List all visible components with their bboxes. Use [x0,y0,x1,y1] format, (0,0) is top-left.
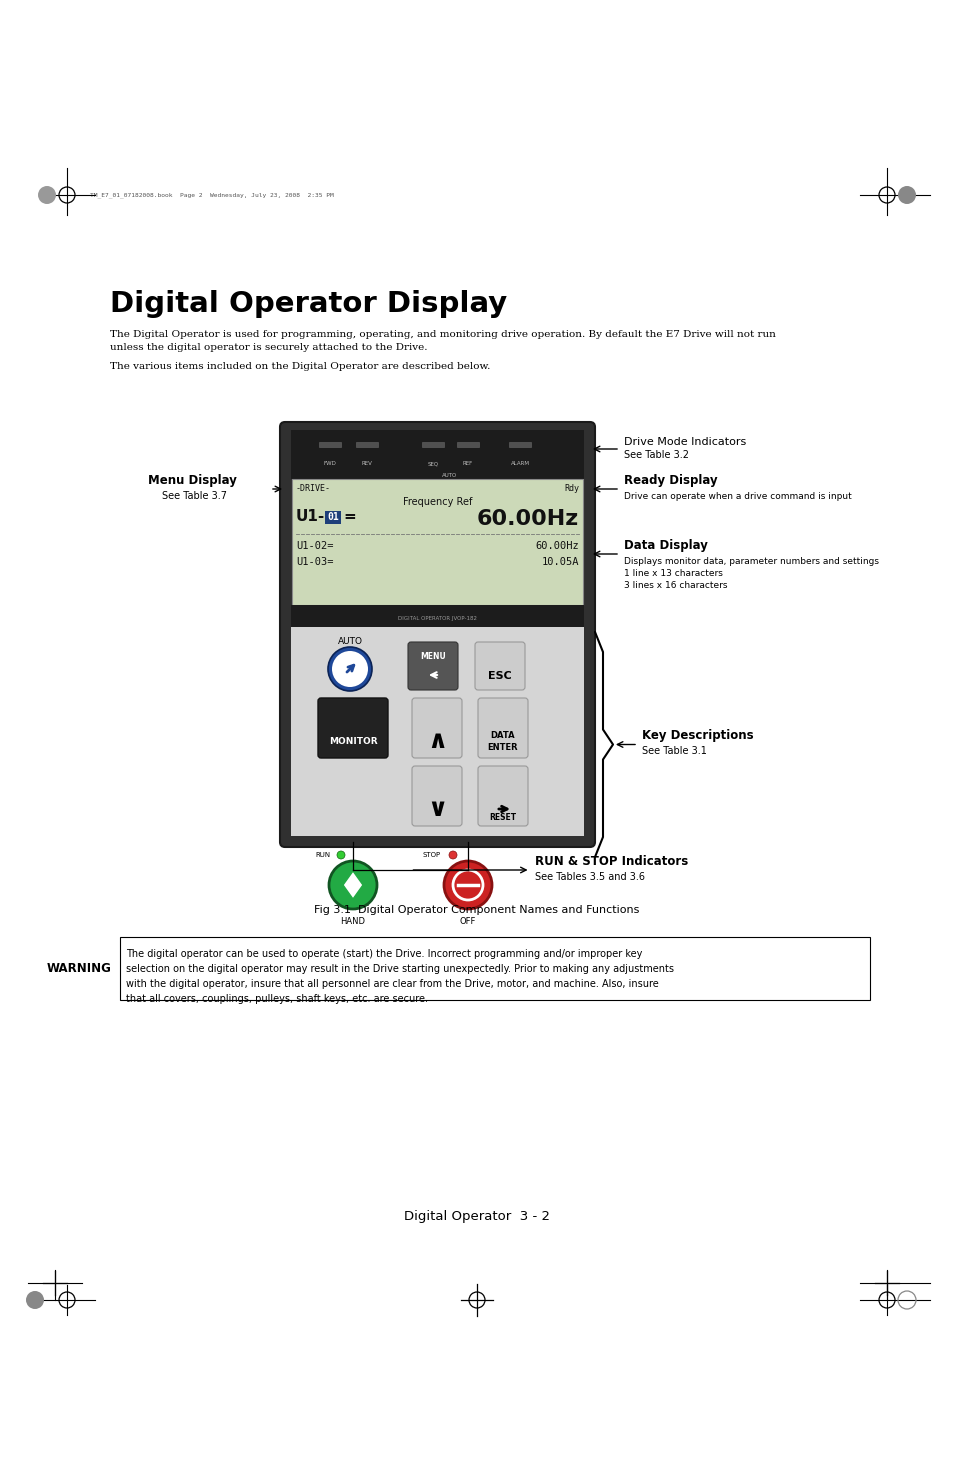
FancyBboxPatch shape [477,766,527,826]
Text: selection on the digital operator may result in the Drive starting unexpectedly.: selection on the digital operator may re… [126,965,673,974]
Bar [291,627,583,836]
Text: Data Display: Data Display [623,538,707,552]
Bar [509,442,531,447]
Circle shape [443,861,492,909]
Text: See Table 3.2: See Table 3.2 [623,450,688,460]
Text: REF: REF [462,462,473,466]
Text: OFF: OFF [459,917,476,926]
Text: Drive Mode Indicators: Drive Mode Indicators [623,437,745,447]
FancyBboxPatch shape [408,642,457,690]
Text: U1-: U1- [295,509,325,524]
Text: Digital Operator  3 - 2: Digital Operator 3 - 2 [403,1210,550,1223]
Text: unless the digital operator is securely attached to the Drive.: unless the digital operator is securely … [110,344,427,353]
Text: STOP: STOP [422,853,440,858]
Text: with the digital operator, insure that all personnel are clear from the Drive, m: with the digital operator, insure that a… [126,979,659,990]
Bar [120,937,869,1000]
FancyBboxPatch shape [475,642,524,690]
Text: U1-03=: U1-03= [295,558,334,566]
Text: DIGITAL OPERATOR JVOP-182: DIGITAL OPERATOR JVOP-182 [397,617,476,621]
Text: MONITOR: MONITOR [329,736,377,745]
Text: See Table 3.7: See Table 3.7 [162,491,227,502]
Text: FWD: FWD [323,462,336,466]
Text: ENTER: ENTER [487,742,517,751]
Text: that all covers, couplings, pulleys, shaft keys, etc. are secure.: that all covers, couplings, pulleys, sha… [126,994,428,1004]
Text: AUTO: AUTO [337,637,362,646]
Text: 01: 01 [327,512,338,522]
Circle shape [449,851,456,858]
FancyBboxPatch shape [317,698,388,758]
Text: RUN & STOP Indicators: RUN & STOP Indicators [535,855,688,867]
Circle shape [328,648,372,690]
Text: 60.00Hz: 60.00Hz [535,541,578,552]
Bar [291,431,583,479]
Text: See Table 3.1: See Table 3.1 [641,746,706,757]
Text: The various items included on the Digital Operator are described below.: The various items included on the Digita… [110,361,490,372]
Circle shape [26,1291,44,1308]
Text: SEQ: SEQ [427,462,438,466]
Text: REV: REV [361,462,372,466]
Circle shape [38,186,56,204]
Text: RESET: RESET [489,813,516,822]
Circle shape [897,186,915,204]
Bar [355,442,377,447]
Text: TM_E7_01_07182008.book  Page 2  Wednesday, July 23, 2008  2:35 PM: TM_E7_01_07182008.book Page 2 Wednesday,… [90,192,334,198]
Text: ALARM: ALARM [510,462,529,466]
FancyBboxPatch shape [280,422,595,847]
Text: The digital operator can be used to operate (start) the Drive. Incorrect program: The digital operator can be used to oper… [126,948,641,959]
Bar [456,442,478,447]
Text: ∧: ∧ [426,729,447,754]
Text: -DRIVE-: -DRIVE- [295,484,331,493]
Text: Key Descriptions: Key Descriptions [641,730,753,742]
Text: Ready Display: Ready Display [623,473,717,487]
Text: ∨: ∨ [426,796,447,822]
Text: See Tables 3.5 and 3.6: See Tables 3.5 and 3.6 [535,872,645,882]
Bar [421,442,443,447]
Circle shape [329,861,376,909]
Text: AUTO: AUTO [442,473,457,478]
FancyBboxPatch shape [412,766,461,826]
Circle shape [332,650,368,687]
Text: =: = [343,509,355,524]
Bar [291,605,583,627]
Circle shape [336,851,345,858]
Bar [292,479,582,605]
Text: HAND: HAND [340,917,365,926]
Text: The Digital Operator is used for programming, operating, and monitoring drive op: The Digital Operator is used for program… [110,330,775,339]
Text: Frequency Ref: Frequency Ref [402,497,472,507]
Text: U1-02=: U1-02= [295,541,334,552]
Text: 1 line x 13 characters: 1 line x 13 characters [623,569,722,578]
Text: Fig 3.1  Digital Operator Component Names and Functions: Fig 3.1 Digital Operator Component Names… [314,906,639,914]
Text: 3 lines x 16 characters: 3 lines x 16 characters [623,581,727,590]
Text: Menu Display: Menu Display [148,473,236,487]
Bar [318,442,340,447]
Text: Displays monitor data, parameter numbers and settings: Displays monitor data, parameter numbers… [623,558,878,566]
Text: 10.05A: 10.05A [541,558,578,566]
Text: ESC: ESC [488,671,512,681]
Polygon shape [343,872,363,898]
Text: MENU: MENU [419,652,445,661]
FancyBboxPatch shape [412,698,461,758]
Bar [325,510,340,524]
FancyBboxPatch shape [477,698,527,758]
Text: Digital Operator Display: Digital Operator Display [110,291,507,319]
Text: DATA: DATA [490,730,515,739]
Text: Drive can operate when a drive command is input: Drive can operate when a drive command i… [623,493,851,502]
Text: Rdy: Rdy [563,484,578,493]
Text: WARNING: WARNING [47,962,112,975]
Text: RUN: RUN [315,853,331,858]
Text: 60.00Hz: 60.00Hz [476,509,578,530]
